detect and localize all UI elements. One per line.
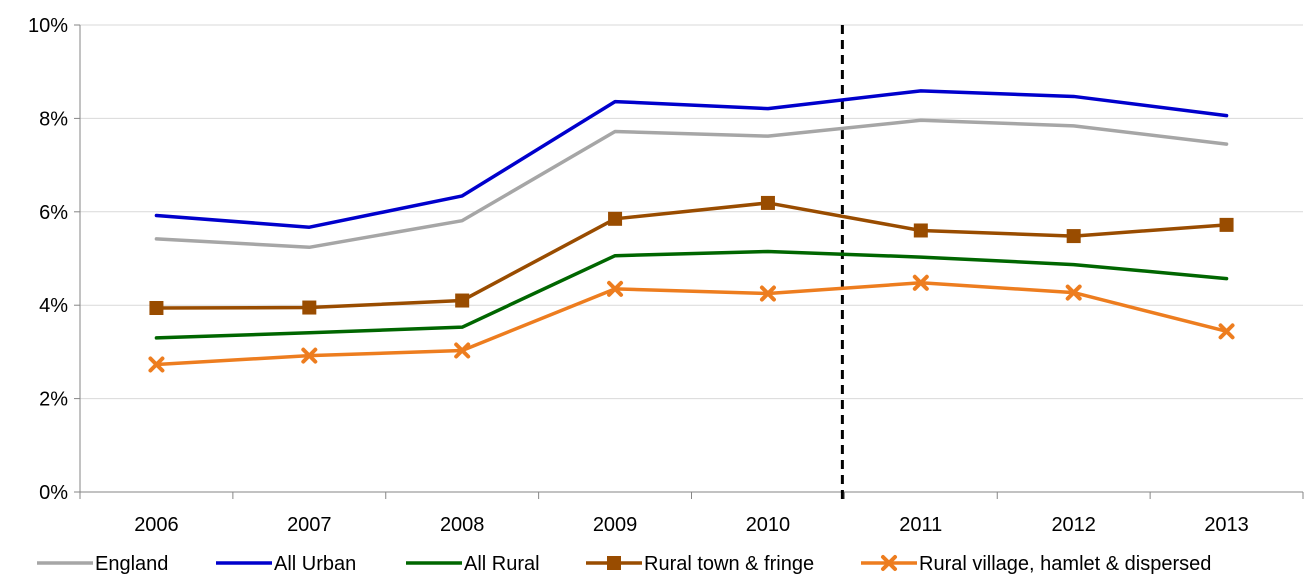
legend-label: Rural village, hamlet & dispersed [919, 553, 1211, 574]
y-tick-label: 2% [39, 389, 68, 411]
marker-stroke [881, 555, 897, 571]
legend-label: All Urban [274, 553, 356, 574]
data-point [148, 356, 165, 373]
marker-stroke [148, 356, 165, 373]
series-group [148, 89, 1235, 373]
data-point [913, 223, 928, 238]
marker-stroke [1218, 323, 1235, 340]
x-tick-label: 2009 [593, 514, 638, 536]
data-point [881, 555, 897, 571]
x-tick-label: 2008 [440, 514, 485, 536]
series-line [154, 281, 1229, 367]
x-tick-label: 2013 [1204, 514, 1249, 536]
data-point [760, 195, 775, 210]
x-tick-label: 2012 [1051, 514, 1096, 536]
x-tick-label: 2011 [899, 514, 942, 536]
y-tick-label: 0% [39, 482, 68, 504]
series-rural-town-fringe [149, 195, 1234, 316]
legend-label: All Rural [464, 553, 540, 574]
data-point [607, 280, 624, 297]
data-point [149, 301, 164, 316]
data-point [1065, 284, 1082, 301]
series-england [154, 118, 1229, 250]
y-tick-label: 8% [39, 108, 68, 130]
marker-stroke [1065, 284, 1082, 301]
series-line [154, 118, 1229, 250]
legend-label: Rural town & fringe [644, 553, 814, 574]
legend-item: Rural village, hamlet & dispersed [861, 553, 1211, 574]
series-all-rural [154, 249, 1229, 340]
legend-item: Rural town & fringe [586, 553, 814, 574]
series-rural-village-hamlet-dispersed [148, 274, 1235, 373]
data-point [454, 342, 471, 359]
data-point [608, 211, 623, 226]
marker-stroke [454, 342, 471, 359]
legend-item: All Urban [216, 553, 356, 574]
x-tick-label: 2006 [134, 514, 179, 536]
legend-item: All Rural [406, 553, 540, 574]
x-tick-label: 2007 [287, 514, 332, 536]
x-tick-labels: 2006 2007 2008 2009 2010 2011 2012 2013 [134, 514, 1249, 536]
data-point [301, 347, 318, 364]
series-line [154, 249, 1229, 340]
legend: England All Urban All Rural Rural town & fr… [37, 553, 1211, 574]
marker-stroke [759, 285, 776, 302]
series-line [154, 201, 1229, 310]
data-point [607, 556, 621, 570]
y-tick-labels: 0% 2% 4% 6% 8% 10% [28, 15, 68, 504]
data-point [1066, 229, 1081, 244]
series-all-urban [154, 89, 1229, 229]
data-point [302, 300, 317, 315]
series-line [154, 89, 1229, 229]
legend-item: England [37, 553, 168, 574]
axes [79, 25, 1304, 499]
y-tick-label: 4% [39, 295, 68, 317]
y-tick-label: 10% [28, 15, 68, 37]
y-tick-label: 6% [39, 202, 68, 224]
legend-label: England [95, 553, 168, 574]
data-point [455, 293, 470, 308]
marker-stroke [607, 280, 624, 297]
x-tick-label: 2010 [746, 514, 791, 536]
marker-stroke [912, 274, 929, 291]
data-point [1218, 323, 1235, 340]
data-point [1219, 217, 1234, 232]
gridlines [74, 24, 1303, 493]
marker-stroke [301, 347, 318, 364]
data-point [912, 274, 929, 291]
data-point [759, 285, 776, 302]
